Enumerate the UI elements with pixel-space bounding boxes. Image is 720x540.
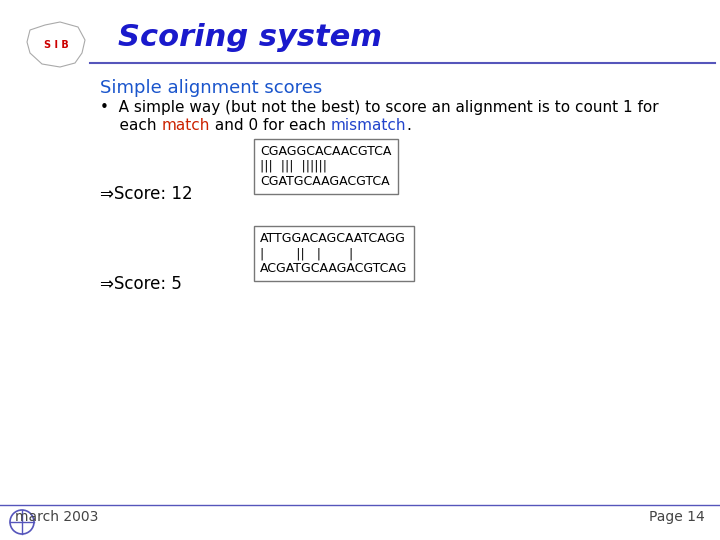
Text: each: each [100,118,161,133]
Text: mismatch: mismatch [330,118,406,133]
Text: match: match [161,118,210,133]
Text: Scoring system: Scoring system [118,23,382,51]
Text: .: . [406,118,411,133]
Text: march 2003: march 2003 [15,510,99,524]
Text: ⇒Score: 12: ⇒Score: 12 [100,185,193,203]
Polygon shape [27,22,85,67]
Text: and 0 for each: and 0 for each [210,118,330,133]
Text: Page 14: Page 14 [649,510,705,524]
Text: CGAGGCACAACGTCA
|||  |||  ||||||
CGATGCAAGACGTCA: CGAGGCACAACGTCA ||| ||| |||||| CGATGCAAG… [260,145,392,188]
Text: Simple alignment scores: Simple alignment scores [100,79,323,97]
Text: •  A simple way (but not the best) to score an alignment is to count 1 for: • A simple way (but not the best) to sco… [100,100,659,115]
Text: ⇒Score: 5: ⇒Score: 5 [100,275,182,293]
Text: S I B: S I B [44,40,68,50]
Text: ATTGGACAGCAATCAGG
|        ||   |       |
ACGATGCAAGACGTCAG: ATTGGACAGCAATCAGG | || | | ACGATGCAAGACG… [260,232,408,275]
